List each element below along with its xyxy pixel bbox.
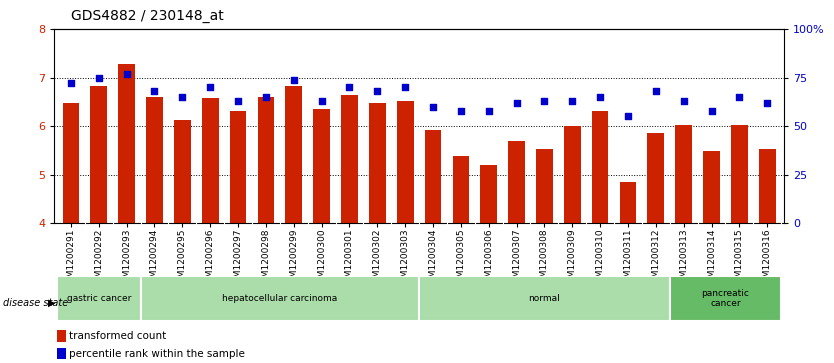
Bar (564, 126, 580, 223)
Bar (670, 276, 781, 321)
Bar (118, 65, 135, 223)
Text: percentile rank within the sample: percentile rank within the sample (69, 348, 245, 359)
Bar (57, 348, 66, 359)
Point (176, 94, 189, 100)
Bar (146, 97, 163, 223)
Point (259, 94, 273, 100)
Point (482, 108, 495, 114)
Point (426, 104, 440, 110)
Point (733, 94, 746, 100)
Text: disease state: disease state (3, 298, 68, 308)
Bar (425, 130, 441, 223)
Bar (731, 125, 748, 223)
Text: hepatocellular carcinoma: hepatocellular carcinoma (222, 294, 338, 303)
Bar (759, 150, 776, 223)
Point (203, 84, 217, 90)
Bar (369, 103, 385, 223)
Point (621, 114, 635, 119)
Text: gastric cancer: gastric cancer (67, 294, 131, 303)
Bar (341, 95, 358, 223)
Bar (57, 276, 141, 321)
Point (315, 98, 329, 104)
Bar (90, 86, 107, 223)
Point (370, 88, 384, 94)
Text: transformed count: transformed count (69, 331, 167, 341)
Text: pancreatic
cancer: pancreatic cancer (701, 289, 750, 308)
Point (120, 71, 133, 77)
Bar (202, 98, 219, 223)
Bar (63, 103, 79, 223)
Point (231, 98, 244, 104)
Text: normal: normal (529, 294, 560, 303)
Bar (397, 101, 414, 223)
Point (705, 108, 718, 114)
Point (64, 81, 78, 86)
Point (677, 98, 691, 104)
Bar (258, 97, 274, 223)
Bar (285, 86, 302, 223)
Point (649, 88, 662, 94)
Point (565, 98, 579, 104)
Bar (174, 120, 191, 223)
Bar (141, 276, 419, 321)
Bar (480, 166, 497, 223)
Bar (419, 276, 670, 321)
Point (761, 100, 774, 106)
Point (455, 108, 468, 114)
Bar (620, 182, 636, 223)
Point (287, 77, 300, 82)
Point (594, 94, 607, 100)
Text: ▶: ▶ (48, 298, 56, 308)
Point (343, 84, 356, 90)
Bar (314, 109, 330, 223)
Bar (536, 150, 553, 223)
Point (399, 84, 412, 90)
Bar (592, 111, 609, 223)
Bar (229, 111, 246, 223)
Bar (676, 125, 692, 223)
Point (538, 98, 551, 104)
Text: GDS4882 / 230148_at: GDS4882 / 230148_at (71, 9, 224, 23)
Point (148, 88, 161, 94)
Bar (453, 156, 470, 223)
Bar (508, 141, 525, 223)
Point (510, 100, 523, 106)
Bar (703, 151, 720, 223)
Point (92, 75, 105, 81)
Bar (647, 134, 664, 223)
Bar (57, 330, 66, 342)
